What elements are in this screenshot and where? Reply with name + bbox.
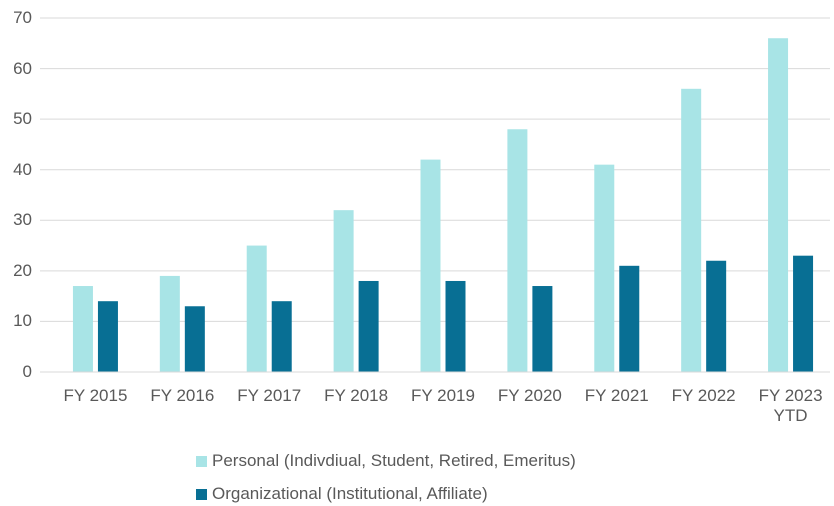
x-tick-label: FY 2021	[584, 386, 649, 405]
bar	[594, 164, 615, 372]
y-tick-label: 20	[13, 260, 32, 280]
x-tick-label: FY 2018	[324, 386, 389, 405]
y-tick-label: 0	[22, 362, 32, 381]
bar	[184, 306, 205, 372]
legend-swatch	[196, 455, 207, 467]
bar	[768, 38, 789, 372]
x-tick-label: FY 2017	[237, 386, 302, 405]
bar	[681, 88, 702, 373]
x-tick-label: FY 2022	[671, 386, 736, 405]
bar	[619, 265, 640, 372]
bar	[445, 280, 466, 372]
bar	[507, 129, 528, 372]
x-tick-label: FY 2015	[63, 386, 128, 405]
bar	[72, 286, 93, 372]
legend-item: Organizational (Institutional, Affiliate…	[196, 484, 488, 504]
y-tick-label: 70	[13, 8, 32, 27]
bar	[159, 275, 180, 372]
y-tick-label: 50	[13, 109, 32, 129]
bar	[532, 286, 553, 372]
bar	[246, 245, 267, 372]
x-tick-label: FY 2020	[497, 386, 562, 405]
legend-label: Organizational (Institutional, Affiliate…	[212, 484, 488, 503]
x-tick-label: FY 2023 YTD	[758, 386, 823, 425]
legend-item: Personal (Indivdiual, Student, Retired, …	[196, 451, 576, 471]
bar	[706, 260, 727, 372]
bar	[97, 301, 118, 372]
x-tick-label: FY 2016	[150, 386, 215, 405]
x-tick-label: FY 2019	[411, 386, 475, 405]
y-tick-label: 10	[13, 311, 32, 331]
bar	[358, 280, 379, 372]
y-tick-label: 40	[13, 159, 32, 179]
legend-label: Personal (Indivdiual, Student, Retired, …	[212, 451, 576, 470]
legend-swatch	[196, 488, 207, 500]
bar	[420, 159, 441, 372]
y-tick-label: 30	[13, 210, 32, 230]
y-tick-label: 60	[13, 58, 32, 78]
bar	[793, 255, 814, 372]
bar	[271, 301, 292, 372]
bar	[333, 210, 354, 372]
